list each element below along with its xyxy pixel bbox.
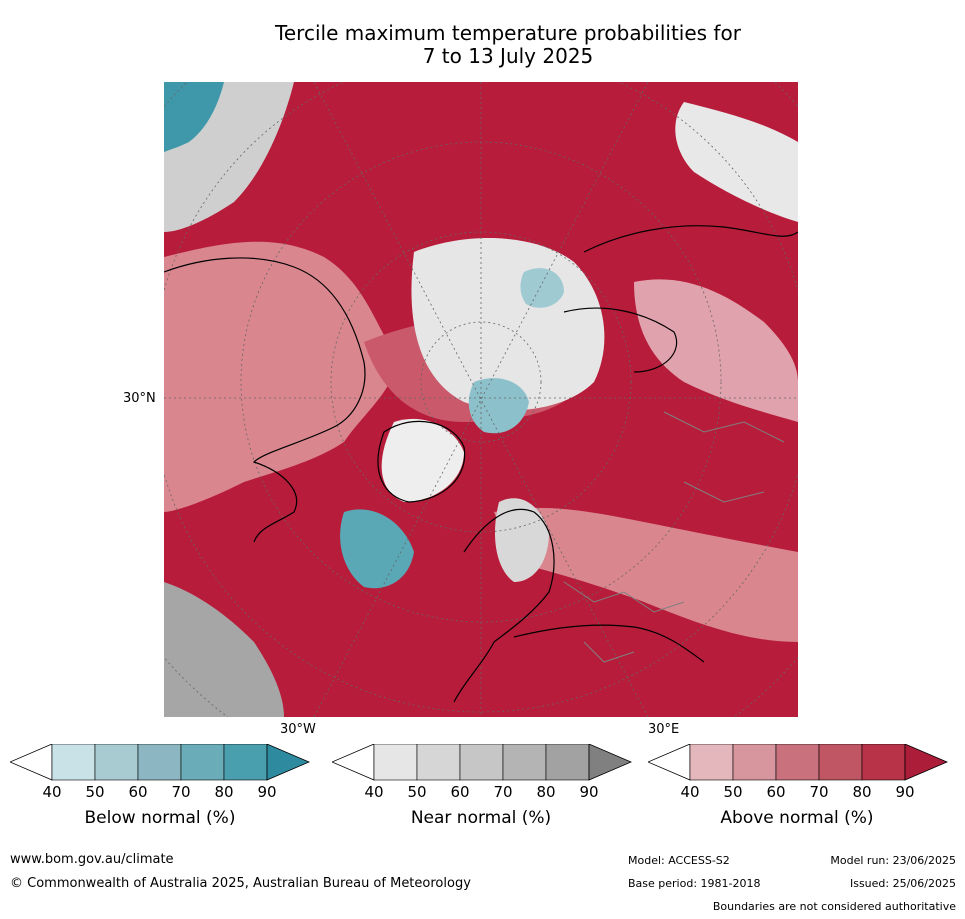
borders [563, 411, 785, 663]
coastline-asia [583, 225, 798, 253]
cbar-below-swatch-6 [266, 743, 311, 781]
cbar-below-tick-70: 70 [171, 783, 191, 801]
cbar-near-swatch-1 [373, 743, 418, 781]
title-line-1: Tercile maximum temperature probabilitie… [275, 21, 741, 45]
cbar-below-tick-50: 50 [85, 783, 105, 801]
graticule [164, 82, 798, 717]
region-below-normal-small [520, 268, 564, 308]
cbar-below-title: Below normal (%) [84, 808, 236, 828]
border-lines-asia [663, 411, 785, 503]
coastline-mediterranean [513, 624, 705, 663]
region-above-light-east [634, 279, 798, 422]
probability-map[interactable] [164, 82, 798, 717]
colorbar-below-normal-swatches [8, 743, 311, 781]
graticule-circle-80n [420, 321, 542, 443]
cbar-above-swatch-2 [732, 743, 777, 781]
cbar-above-swatch-0 [646, 743, 691, 781]
region-below-normal-atlantic [340, 509, 414, 589]
cbar-below-swatch-4 [180, 743, 225, 781]
footer-issued: Issued: 25/06/2025 [849, 877, 956, 890]
cbar-below-tick-80: 80 [214, 783, 234, 801]
footer-model: Model: ACCESS-S2 [628, 854, 730, 867]
cbar-below-swatch-0 [8, 743, 53, 781]
region-above-light-europe [494, 507, 798, 642]
cbar-near-swatch-3 [459, 743, 504, 781]
colorbar-above-normal-swatches [646, 743, 949, 781]
footer-base-period: Base period: 1981-2018 [628, 877, 761, 890]
cbar-below-swatch-2 [94, 743, 139, 781]
cbar-above-tick-80: 80 [852, 783, 872, 801]
coastline-north-america [164, 257, 366, 543]
border-lines-europe [563, 581, 685, 663]
colorbar-below-normal [8, 743, 311, 786]
cbar-near-tick-90: 90 [579, 783, 599, 801]
cbar-near-tick-60: 60 [450, 783, 470, 801]
map-canvas [164, 82, 798, 717]
cbar-above-swatch-1 [689, 743, 734, 781]
footer-disclaimer: Boundaries are not considered authoritat… [712, 900, 956, 913]
cbar-below-swatch-5 [223, 743, 268, 781]
cbar-above-swatch-5 [861, 743, 906, 781]
cbar-near-swatch-2 [416, 743, 461, 781]
footer-website[interactable]: www.bom.gov.au/climate [10, 852, 174, 867]
colorbar-above-normal [646, 743, 949, 786]
cbar-near-tick-40: 40 [364, 783, 384, 801]
colorbar-near-normal [330, 743, 633, 786]
title-line-2: 7 to 13 July 2025 [422, 44, 594, 68]
cbar-below-tick-40: 40 [42, 783, 62, 801]
lat-label-30n: 30°N [123, 391, 156, 406]
cbar-above-tick-40: 40 [680, 783, 700, 801]
cbar-above-swatch-4 [818, 743, 863, 781]
lon-label-30e: 30°E [648, 722, 680, 737]
coastline-europe [453, 508, 555, 703]
region-near-normal-greenland [381, 418, 464, 502]
coastlines [164, 225, 798, 703]
cbar-near-tick-50: 50 [407, 783, 427, 801]
region-near-normal-southwest [164, 582, 284, 717]
cbar-near-tick-70: 70 [493, 783, 513, 801]
cbar-above-tick-50: 50 [723, 783, 743, 801]
cbar-near-swatch-0 [330, 743, 375, 781]
cbar-near-swatch-6 [588, 743, 633, 781]
cbar-above-title: Above normal (%) [720, 808, 874, 828]
lon-label-30w: 30°W [280, 722, 316, 737]
cbar-near-tick-80: 80 [536, 783, 556, 801]
cbar-above-tick-70: 70 [809, 783, 829, 801]
cbar-near-swatch-5 [545, 743, 590, 781]
cbar-below-swatch-3 [137, 743, 182, 781]
footer-model-run: Model run: 23/06/2025 [830, 854, 956, 867]
cbar-below-tick-60: 60 [128, 783, 148, 801]
coastline-greenland [377, 420, 466, 503]
region-below-normal-arctic [468, 378, 529, 434]
cbar-below-tick-90: 90 [257, 783, 277, 801]
cbar-above-swatch-6 [904, 743, 949, 781]
cbar-near-swatch-4 [502, 743, 547, 781]
cbar-near-title: Near normal (%) [410, 808, 552, 828]
region-near-normal-northeast [675, 102, 798, 222]
cbar-above-swatch-3 [775, 743, 820, 781]
cbar-below-swatch-1 [51, 743, 96, 781]
footer-copyright: © Commonwealth of Australia 2025, Austra… [10, 876, 471, 891]
region-below-normal-northwest [164, 82, 224, 152]
cbar-above-tick-90: 90 [895, 783, 915, 801]
coastline-siberia [563, 307, 678, 373]
cbar-above-tick-60: 60 [766, 783, 786, 801]
chart-title: Tercile maximum temperature probabilitie… [160, 22, 856, 68]
region-above-light-north-america [164, 241, 396, 513]
colorbar-near-normal-swatches [330, 743, 633, 781]
region-near-normal-scandinavia [494, 498, 549, 582]
